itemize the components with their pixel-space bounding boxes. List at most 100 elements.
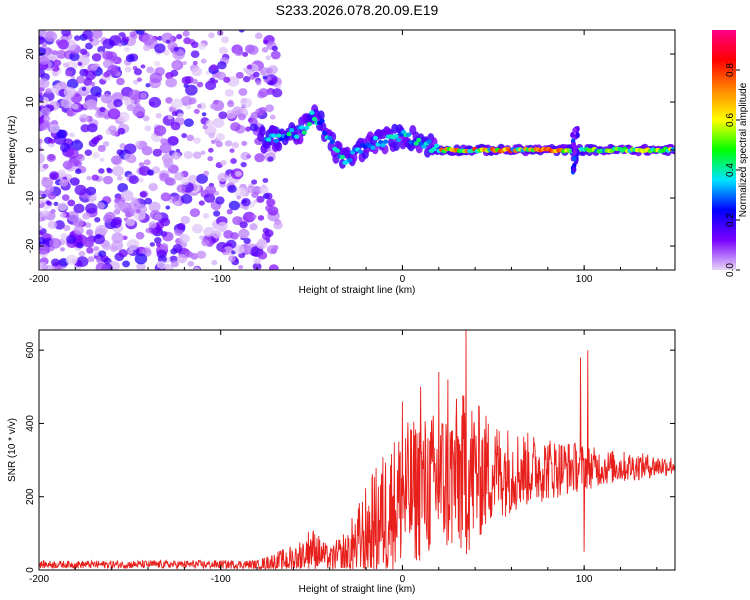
heatmap-cell [40,107,51,117]
heatmap-cell [205,119,214,127]
heatmap-cell [191,41,199,49]
heatmap-cell [102,50,114,61]
snr-x-tick-label: 100 [576,574,593,585]
heatmap-cell [63,87,76,98]
heatmap-cell [191,67,203,77]
spectrogram-heatmap [39,30,675,270]
heatmap-cell [170,98,183,109]
heatmap-cell [148,221,157,229]
heatmap-cell [193,266,200,270]
heatmap-cell [132,79,139,85]
heatmap-cell [317,110,325,121]
heatmap-cell [256,239,268,250]
heatmap-cell [275,141,283,152]
heatmap-cell [86,241,94,248]
heatmap-cell [237,113,247,121]
heatmap-cell [142,34,155,46]
heatmap-cell [197,42,207,50]
snr-y-tick-label: 200 [25,488,36,505]
heatmap-cell [218,111,228,120]
heatmap-cell [154,125,167,136]
heatmap-cell [139,191,147,198]
heatmap-cell [138,165,151,176]
heatmap-cell [126,104,135,112]
heatmap-cell [117,127,126,135]
heatmap-cell [116,77,125,86]
heatmap-cell [192,60,198,66]
colorbar-gradient [712,30,736,270]
heatmap-cell [107,64,120,76]
heatmap-cell [266,244,278,255]
heatmap-cell [273,138,279,144]
heatmap-cell [151,166,161,174]
heatmap-cell [144,197,153,205]
heatmap-cell [218,46,228,55]
heatmap-cell [255,80,262,86]
heatmap-cell [273,221,283,230]
heatmap-cell [199,235,205,240]
heatmap-cell [193,108,200,114]
heatmap-cell [39,146,43,152]
heatmap-cell [117,42,123,47]
heatmap-cell [54,220,65,230]
heatmap-cell [39,196,45,204]
heatmap-cell [61,30,71,37]
heatmap-cell [159,143,172,154]
heatmap-cell [236,195,242,200]
heatmap-cell [39,225,43,231]
heatmap-cell [39,231,44,236]
snr-y-tick-label: 400 [25,415,36,432]
heatmap-cell [87,256,95,263]
heatmap-cell [190,50,200,58]
heatmap-cell [113,98,123,108]
heatmap-cell [242,211,256,223]
heatmap-cell [166,177,177,186]
heatmap-cell [378,139,384,145]
heatmap-cell [165,205,171,210]
heatmap-cell [220,248,227,253]
heatmap-cell [39,46,47,57]
heatmap-cell [57,39,69,50]
spectrogram-x-tick-label: 0 [400,274,406,285]
heatmap-cell [572,149,578,156]
heatmap-cell [311,116,318,122]
heatmap-cell [258,126,266,137]
heatmap-cell [142,44,151,52]
heatmap-cell [42,163,49,169]
heatmap-cell [196,81,204,88]
heatmap-cell [45,88,52,95]
heatmap-cell [68,132,75,138]
heatmap-cell [201,112,207,117]
heatmap-cell [572,127,577,134]
heatmap-cell [223,76,231,83]
colorbar-tick-label: 0.0 [725,263,736,277]
heatmap-cell [203,170,210,176]
heatmap-cell [45,200,51,205]
heatmap-cell [51,49,58,56]
heatmap-cell [82,212,91,220]
snr-x-label: Height of straight line (km) [299,584,416,595]
heatmap-cell [116,149,124,156]
heatmap-cell [61,194,70,201]
heatmap-cell [231,141,240,149]
heatmap-cell [357,149,363,154]
heatmap-cell [208,132,216,139]
figure-title: S233.2026.078.20.09.E19 [276,2,439,18]
snr-y-tick-label: 600 [25,341,36,358]
heatmap-cell [203,193,216,203]
heatmap-cell [160,243,169,251]
heatmap-cell [49,238,62,249]
heatmap-cell [87,123,98,133]
heatmap-cell [155,242,162,248]
heatmap-cell [267,80,274,86]
heatmap-cell [110,129,119,137]
heatmap-cell [86,99,97,109]
heatmap-cell [251,214,257,219]
heatmap-cell [97,46,106,54]
heatmap-cell [265,88,274,96]
heatmap-cell [148,201,161,212]
heatmap-cell [182,61,187,66]
heatmap-cell [249,223,258,231]
heatmap-cell [72,217,84,228]
heatmap-cell [132,105,146,117]
